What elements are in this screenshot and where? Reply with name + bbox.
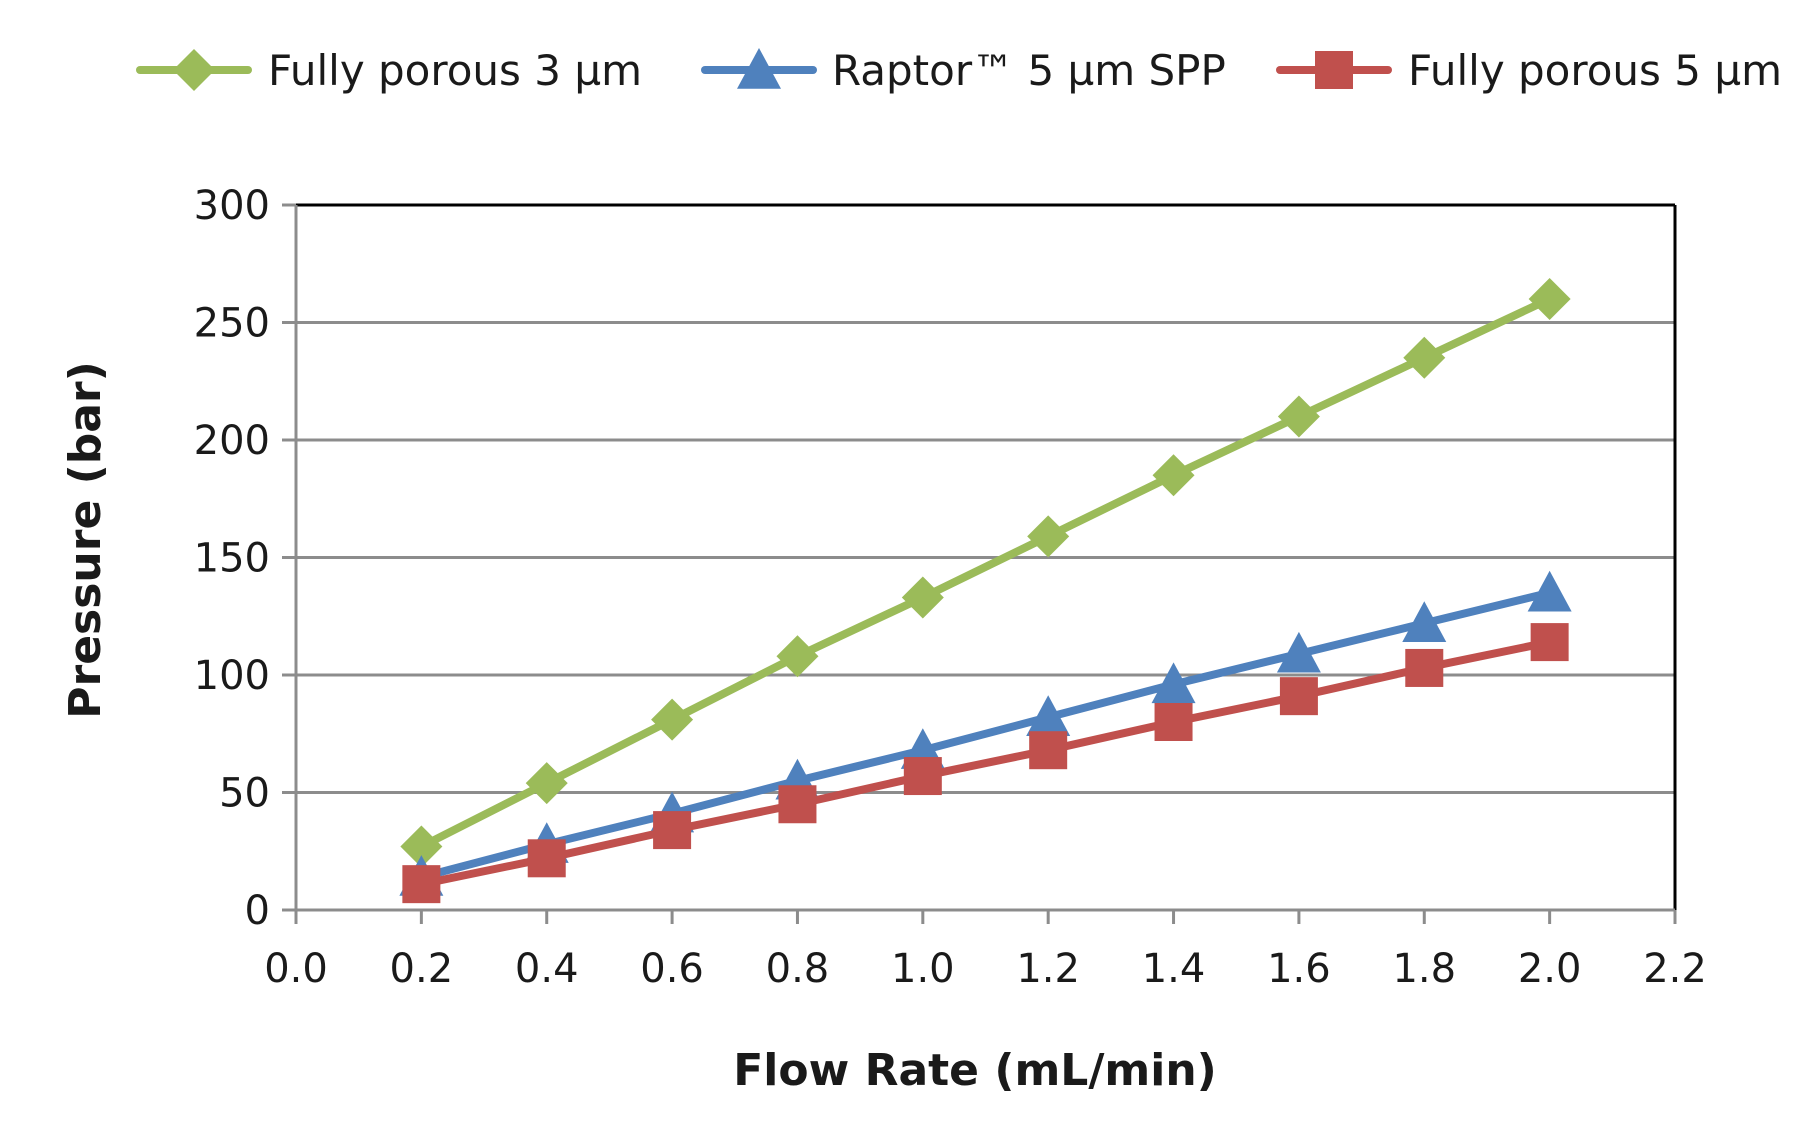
legend-label: Fully porous 5 µm: [1408, 46, 1782, 95]
data-point-diamond: [901, 576, 944, 619]
data-point-square: [1154, 703, 1193, 741]
data-point-diamond: [651, 698, 694, 741]
legend-label: Fully porous 3 µm: [268, 46, 642, 95]
x-tick-label: 1.0: [891, 946, 955, 992]
series-line: [417, 588, 1554, 882]
x-tick-label: 0.2: [390, 946, 454, 992]
series-line: [417, 638, 1554, 889]
x-tick-label: 1.6: [1267, 946, 1331, 992]
data-point-diamond: [400, 825, 443, 868]
data-point-square: [653, 811, 692, 850]
data-point-square: [1029, 731, 1068, 770]
series-lines: [399, 278, 1572, 904]
x-tick-label: 2.2: [1643, 946, 1707, 992]
legend: Fully porous 3 µm Raptor™ 5 µm SPP Fully p…: [136, 46, 1782, 95]
series-line: [417, 295, 1554, 851]
legend-item: Raptor™ 5 µm SPP: [701, 46, 1226, 95]
axes: 0 50 100 150 200 250 300 0.0 0.2 0.4 0.6 0.8 1.0 1.2 1…: [194, 183, 1707, 992]
data-point-square: [527, 839, 566, 878]
x-tick-label: 0.8: [766, 946, 830, 992]
y-tick-label: 200: [194, 418, 270, 464]
y-tick-label: 150: [194, 536, 270, 582]
data-point-diamond: [525, 762, 568, 805]
y-tick-label: 50: [219, 771, 270, 817]
y-tick-label: 300: [194, 183, 270, 229]
x-tick-label: 1.8: [1392, 946, 1456, 992]
legend-marker-triangle: [737, 48, 781, 89]
y-tick-label: 0: [245, 888, 270, 934]
data-point-diamond: [776, 635, 819, 678]
y-tick-label: 100: [194, 653, 270, 699]
data-point-square: [1405, 648, 1444, 687]
legend-marker-diamond: [173, 49, 215, 91]
x-tick-label: 1.4: [1142, 946, 1206, 992]
data-point-square: [1279, 677, 1318, 716]
data-point-diamond: [1528, 278, 1571, 320]
x-axis-title: Flow Rate (mL/min): [733, 1045, 1217, 1096]
x-tick-label: 1.2: [1016, 946, 1080, 992]
x-tick-label: 2.0: [1518, 946, 1582, 992]
data-point-triangle: [1402, 601, 1447, 642]
data-point-triangle: [1151, 662, 1196, 704]
data-point-square: [903, 757, 942, 796]
data-point-square: [1530, 623, 1569, 662]
grid-lines: [296, 203, 1675, 794]
legend-label: Raptor™ 5 µm SPP: [832, 46, 1226, 95]
series-square: [402, 623, 1569, 904]
y-axis-title: Pressure (bar): [60, 361, 111, 718]
x-tick-label: 0.4: [515, 946, 579, 992]
x-tick-label: 0.6: [640, 946, 704, 992]
y-tick-label: 250: [194, 301, 270, 347]
data-point-triangle: [1527, 570, 1572, 612]
series-triangle: [399, 570, 1572, 896]
data-point-square: [402, 865, 441, 904]
x-tick-label: 0.0: [264, 946, 328, 992]
data-point-square: [778, 785, 817, 824]
legend-item: Fully porous 3 µm: [136, 46, 642, 95]
data-point-diamond: [1152, 454, 1195, 497]
legend-item: Fully porous 5 µm: [1276, 46, 1782, 95]
data-point-diamond: [1277, 395, 1320, 438]
data-point-triangle: [1276, 631, 1321, 673]
legend-marker-square: [1315, 51, 1353, 89]
data-point-triangle: [1026, 695, 1071, 736]
data-point-diamond: [1027, 515, 1070, 558]
data-point-diamond: [1403, 336, 1446, 379]
series-diamond: [400, 278, 1571, 868]
